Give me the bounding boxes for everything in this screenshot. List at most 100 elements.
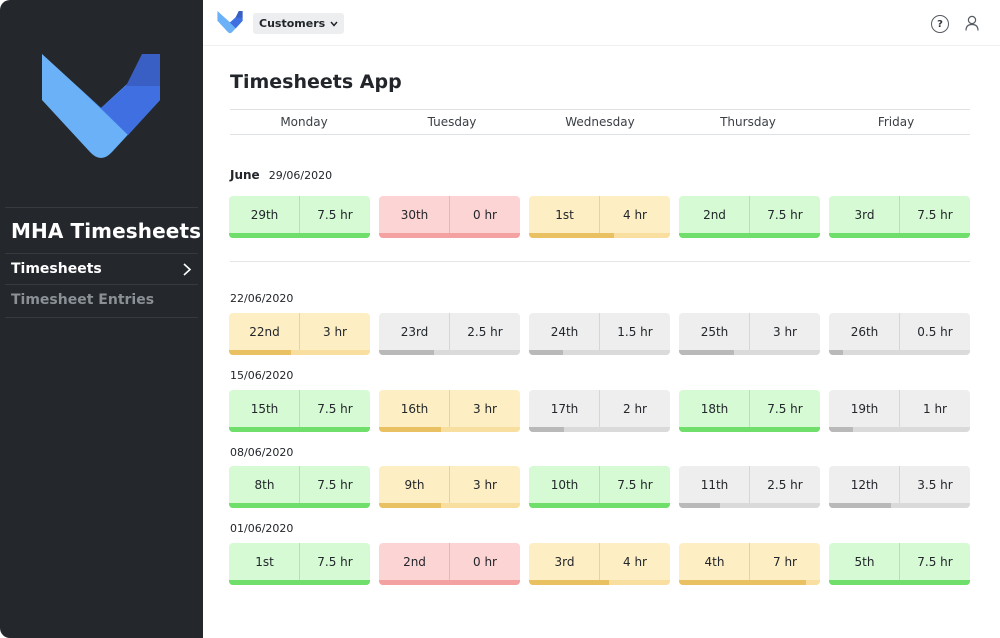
timesheet-day-cell[interactable]: 2nd 0 hr — [379, 543, 520, 585]
day-date: 2nd — [703, 207, 726, 222]
day-hours: 0 hr — [473, 207, 497, 222]
month-label: June — [230, 168, 260, 182]
cell-separator — [899, 390, 900, 427]
timesheet-day-cell[interactable]: 4th 7 hr — [679, 543, 820, 585]
hours-progress-fill — [529, 427, 564, 432]
timesheet-day-cell[interactable]: 30th 0 hr — [379, 196, 520, 238]
cell-separator — [599, 196, 600, 233]
hours-progress-bar — [679, 580, 820, 585]
top-bar: Customers ? — [203, 0, 1000, 46]
sidebar-item-label: Timesheet Entries — [11, 292, 155, 308]
hours-progress-fill — [229, 503, 370, 508]
timesheet-day-cell[interactable]: 22nd 3 hr — [229, 313, 370, 355]
week-date: 15/06/2020 — [230, 369, 294, 382]
hours-progress-bar — [829, 503, 970, 508]
timesheet-day-cell[interactable]: 5th 7.5 hr — [829, 543, 970, 585]
hours-progress-bar — [529, 233, 670, 238]
timesheet-day-cell[interactable]: 8th 7.5 hr — [229, 466, 370, 508]
hours-progress-bar — [379, 503, 520, 508]
day-hours: 2.5 hr — [467, 324, 503, 339]
weekday-label: Thursday — [720, 115, 776, 129]
day-hours: 2.5 hr — [767, 477, 803, 492]
day-date: 24th — [550, 324, 579, 339]
hours-progress-fill — [529, 503, 670, 508]
day-hours: 7.5 hr — [767, 207, 803, 222]
timesheet-day-cell[interactable]: 2nd 7.5 hr — [679, 196, 820, 238]
hours-progress-fill — [229, 233, 370, 238]
timesheet-day-cell[interactable]: 26th 0.5 hr — [829, 313, 970, 355]
customers-dropdown[interactable]: Customers — [253, 13, 345, 34]
cell-separator — [749, 466, 750, 503]
timesheet-day-cell[interactable]: 3rd 4 hr — [529, 543, 670, 585]
cell-separator — [299, 313, 300, 350]
chevron-down-icon — [330, 21, 338, 27]
timesheet-day-cell[interactable]: 10th 7.5 hr — [529, 466, 670, 508]
timesheet-day-cell[interactable]: 9th 3 hr — [379, 466, 520, 508]
app-logo — [42, 54, 160, 162]
cell-separator — [899, 543, 900, 580]
timesheet-day-cell[interactable]: 24th 1.5 hr — [529, 313, 670, 355]
sidebar-divider — [5, 207, 198, 208]
day-date: 10th — [550, 477, 579, 492]
day-hours: 3 hr — [773, 324, 797, 339]
weekday-label: Wednesday — [565, 115, 635, 129]
day-hours: 0 hr — [473, 554, 497, 569]
cell-separator — [449, 196, 450, 233]
timesheet-day-cell[interactable]: 16th 3 hr — [379, 390, 520, 432]
sidebar-title: MHA Timesheets — [11, 219, 202, 243]
cell-separator — [599, 390, 600, 427]
timesheet-day-cell[interactable]: 15th 7.5 hr — [229, 390, 370, 432]
timesheet-day-cell[interactable]: 12th 3.5 hr — [829, 466, 970, 508]
weekday-label: Friday — [877, 115, 915, 129]
hours-progress-fill — [679, 233, 820, 238]
hours-progress-bar — [229, 580, 370, 585]
day-hours: 4 hr — [623, 554, 647, 569]
day-hours: 1.5 hr — [617, 324, 653, 339]
day-date: 22nd — [249, 324, 280, 339]
hours-progress-fill — [829, 233, 970, 238]
hours-progress-bar — [229, 503, 370, 508]
hours-progress-bar — [529, 427, 670, 432]
hours-progress-bar — [229, 427, 370, 432]
hours-progress-fill — [679, 580, 806, 585]
day-date: 17th — [550, 401, 579, 416]
cell-separator — [449, 390, 450, 427]
timesheet-day-cell[interactable]: 3rd 7.5 hr — [829, 196, 970, 238]
help-button[interactable]: ? — [931, 15, 949, 33]
app-logo-small[interactable] — [217, 11, 243, 34]
hours-progress-bar — [379, 233, 520, 238]
sidebar-divider — [5, 317, 198, 318]
timesheet-day-cell[interactable]: 19th 1 hr — [829, 390, 970, 432]
cell-separator — [299, 543, 300, 580]
hours-progress-fill — [229, 580, 370, 585]
help-icon: ? — [937, 18, 943, 30]
hours-progress-bar — [379, 580, 520, 585]
timesheet-day-cell[interactable]: 17th 2 hr — [529, 390, 670, 432]
sidebar-item-timesheet-entries[interactable]: Timesheet Entries — [0, 285, 203, 315]
hours-progress-bar — [379, 350, 520, 355]
weekday-header: Monday Tuesday Wednesday Thursday Friday — [230, 109, 970, 135]
timesheet-day-cell[interactable]: 11th 2.5 hr — [679, 466, 820, 508]
sidebar-item-timesheets[interactable]: Timesheets — [0, 254, 203, 284]
timesheet-day-cell[interactable]: 23rd 2.5 hr — [379, 313, 520, 355]
cell-separator — [749, 390, 750, 427]
sidebar: MHA Timesheets Timesheets Timesheet Entr… — [0, 0, 203, 638]
day-date: 15th — [250, 401, 279, 416]
timesheet-day-cell[interactable]: 1st 4 hr — [529, 196, 670, 238]
week-date: 08/06/2020 — [230, 446, 294, 459]
week-label: June 29/06/2020 — [230, 168, 332, 182]
timesheet-day-cell[interactable]: 29th 7.5 hr — [229, 196, 370, 238]
timesheet-day-cell[interactable]: 25th 3 hr — [679, 313, 820, 355]
week-label: 22/06/2020 — [230, 292, 293, 305]
user-icon[interactable] — [965, 15, 979, 31]
cell-separator — [449, 543, 450, 580]
hours-progress-fill — [829, 503, 891, 508]
day-hours: 1 hr — [923, 401, 947, 416]
day-hours: 0.5 hr — [917, 324, 953, 339]
hours-progress-fill — [379, 503, 441, 508]
cell-separator — [749, 196, 750, 233]
timesheet-day-cell[interactable]: 1st 7.5 hr — [229, 543, 370, 585]
timesheet-day-cell[interactable]: 18th 7.5 hr — [679, 390, 820, 432]
day-hours: 7.5 hr — [317, 554, 353, 569]
day-date: 1st — [255, 554, 274, 569]
